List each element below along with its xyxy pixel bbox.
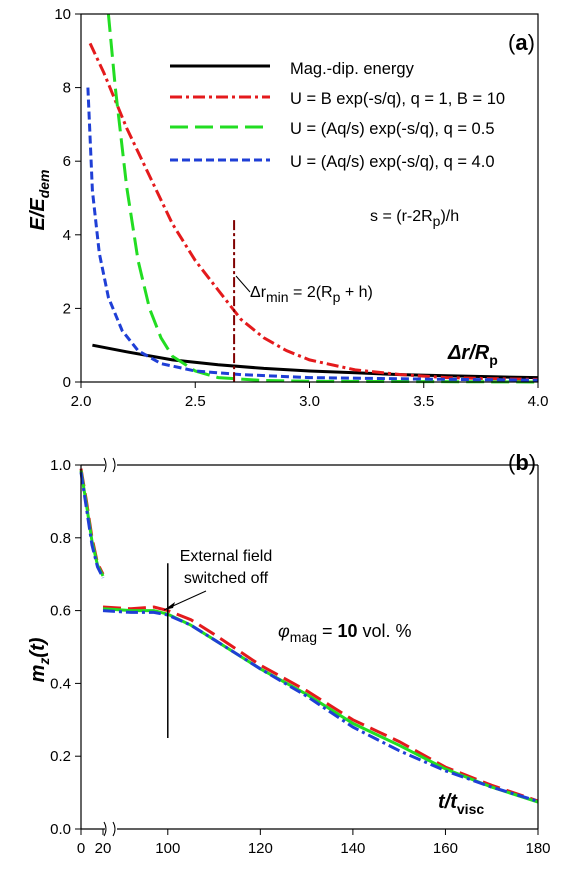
panel-b-label: (b): [508, 450, 536, 475]
panel-a-series: [86, 13, 539, 384]
panel-b-series-line-red: [102, 605, 539, 803]
panel-b-letter: b: [515, 450, 528, 475]
external-field-text-1: External field: [180, 548, 273, 565]
panel-a-series-line-2: [106, 13, 539, 384]
dr-min-end: + h): [340, 284, 372, 301]
panel-a-series-line-1: [88, 42, 539, 381]
panel-a-frame: [80, 13, 539, 383]
panel-b-y-label-sub: z: [36, 658, 52, 666]
phi-annotation: φmag = 10 vol. %: [278, 621, 412, 645]
panel-a-x-label-sub: p: [489, 352, 498, 368]
panel-b-x-tick-label: 20: [95, 840, 112, 857]
s-definition: s = (r-2Rp)/h: [370, 208, 459, 229]
dr-min-rest: = 2(R: [289, 284, 333, 301]
panel-b-y-tick-label: 0.0: [50, 821, 71, 838]
panel-a-letter: a: [515, 30, 528, 55]
axis-break-mark: [103, 821, 107, 837]
panel-a-y-tick-label: 6: [63, 153, 71, 170]
panel-a-x-tick-label: 3.0: [299, 393, 320, 410]
panel-b-x-tick-label: 120: [248, 840, 273, 857]
panel-b-early-blue: [79, 472, 105, 579]
panel-b-ticks: 0 20 100 120 140 160 180 0.0 0.2 0.4 0.6 0.8 1.0: [50, 457, 550, 857]
dr-min-annotation: Δrmin = 2(Rp + h): [250, 284, 373, 305]
dr-min-pointer: [235, 275, 251, 293]
panel-b-x-label: t/tvisc: [438, 791, 484, 817]
axis-break-mark: [112, 457, 116, 473]
panel-a-legend: Mag.-dip. energy U = B exp(-s/q), q = 1,…: [170, 60, 505, 171]
panel-b-series: [79, 468, 539, 804]
legend-label-u-q4: U = (Aq/s) exp(-s/q), q = 4.0: [290, 153, 495, 171]
phi-sub: mag: [290, 629, 317, 645]
legend-label-u-b: U = B exp(-s/q), q = 1, B = 10: [290, 90, 505, 108]
panel-a-y-tick-label: 2: [63, 300, 71, 317]
panel-a-x-tick-label: 2.5: [185, 393, 206, 410]
dr-min-sub: min: [266, 289, 289, 305]
panel-b-y-label: mz(t): [27, 637, 52, 682]
panel-b-frame: [80, 457, 539, 837]
dr-min-sub2: p: [333, 289, 341, 305]
phi-eq: =: [317, 621, 338, 641]
panel-a-x-label-b: /R: [468, 342, 490, 364]
panel-b-x-tick-label: 0: [77, 840, 85, 857]
panel-a-label: (a): [508, 30, 535, 55]
panel-b-early-green: [79, 470, 105, 577]
panel-a-x-tick-label: 3.5: [413, 393, 434, 410]
panel-b-x-label-sub: visc: [457, 801, 484, 817]
panel-b-x-tick-label: 100: [155, 840, 180, 857]
panel-a-x-label: Δr/Rp: [447, 342, 498, 368]
panel-a-series-line-0: [92, 343, 539, 380]
panel-b-y-tick-label: 0.8: [50, 530, 71, 547]
panel-a-x-tick-label: 2.0: [71, 393, 92, 410]
phi-value: 10: [338, 621, 358, 641]
panel-b-series-line-blue: [102, 609, 539, 803]
panel-a-y-label-sub: dem: [36, 169, 52, 198]
phi-symbol: φ: [278, 621, 290, 641]
dr-min-main: Δr: [250, 284, 267, 301]
panel-a-x-tick-label: 4.0: [528, 393, 549, 410]
s-definition-main: s = (r-2R: [370, 208, 433, 225]
panel-b-y-label-end: (t): [27, 637, 49, 657]
external-field-arrowhead: [164, 602, 175, 610]
s-definition-sub: p: [433, 213, 441, 229]
legend-label-u-q05: U = (Aq/s) exp(-s/q), q = 0.5: [290, 120, 495, 138]
panel-a-y-tick-label: 0: [63, 374, 71, 391]
axis-break-mark: [103, 457, 107, 473]
panel-a-y-tick-label: 10: [54, 6, 71, 23]
panel-b-x-label-main: t/t: [438, 791, 458, 813]
axis-break-mark: [112, 821, 116, 837]
panel-a-y-label: E/Edem: [27, 169, 52, 230]
panel-b-x-tick-label: 180: [525, 840, 550, 857]
panel-a-x-label-main: Δr: [447, 342, 470, 364]
panel-a-ticks: 2.0 2.5 3.0 3.5 4.0 0 2 4 6 8 10: [54, 6, 548, 410]
panel-a-y-tick-label: 4: [63, 227, 71, 244]
legend-label-mag-dip: Mag.-dip. energy: [290, 60, 415, 78]
s-definition-end: )/h: [440, 208, 459, 225]
panel-a-y-label-main: E/E: [27, 198, 49, 231]
panel-b: 0 20 100 120 140 160 180 0.0 0.2 0.4 0.6 0.8 1.0 (b)…: [27, 450, 551, 857]
panel-b-x-tick-label: 160: [433, 840, 458, 857]
phi-unit: vol. %: [358, 621, 412, 641]
panel-b-y-tick-label: 0.6: [50, 603, 71, 620]
panel-b-y-tick-label: 1.0: [50, 457, 71, 474]
panel-b-y-tick-label: 0.4: [50, 675, 71, 692]
panel-b-y-label-main: m: [27, 665, 49, 683]
panel-a-y-tick-label: 8: [63, 80, 71, 97]
panel-b-y-tick-label: 0.2: [50, 748, 71, 765]
panel-b-x-tick-label: 140: [340, 840, 365, 857]
external-field-text-2: switched off: [184, 570, 269, 587]
